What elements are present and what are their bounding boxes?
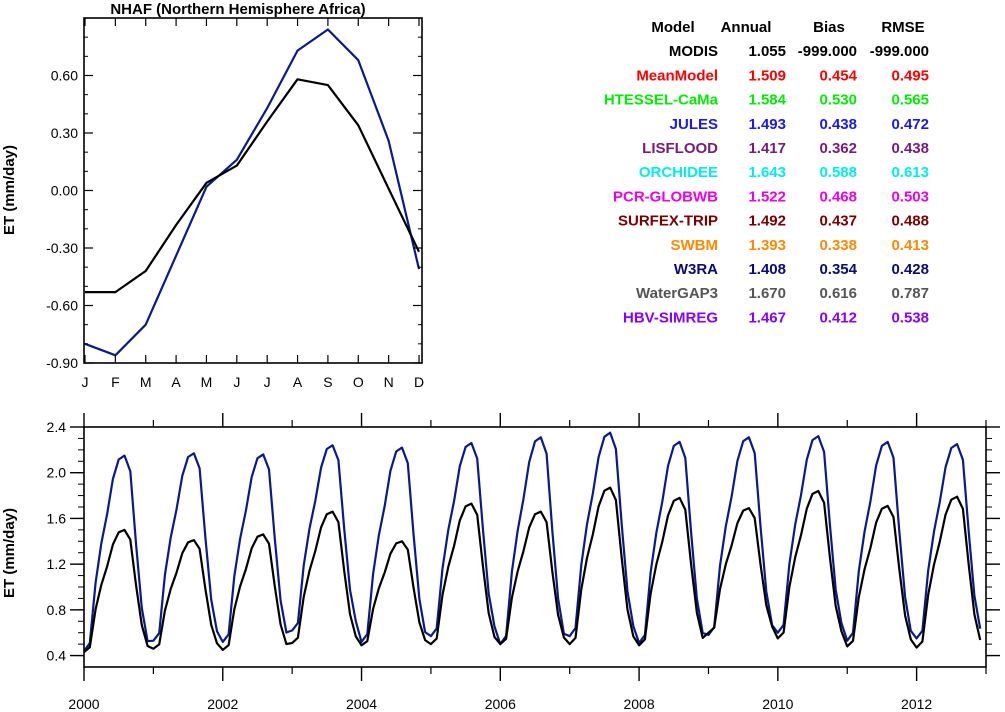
bottom-x-tick-label: 2010 [762, 696, 793, 712]
top-plot-frame [83, 17, 423, 364]
table-model-name: PCR-GLOBWB [613, 188, 718, 205]
table-model-name: SWBM [671, 237, 719, 254]
table-value-cell: 1.492 [748, 213, 786, 230]
bottom-y-tick-label: 0.4 [47, 648, 67, 664]
top-y-tick-label: -0.90 [46, 355, 78, 371]
bottom-x-tick-label: 2000 [68, 696, 99, 712]
table-value-cell: 1.467 [748, 309, 786, 326]
table-value-cell: 1.643 [748, 164, 786, 181]
top-x-tick-label: D [414, 374, 424, 390]
top-x-tick-label: O [353, 374, 364, 390]
table-model-name: JULES [670, 116, 718, 133]
table-value-cell: 0.588 [819, 164, 857, 181]
top-y-tick-label: 0.00 [51, 183, 78, 199]
table-value-cell: 0.454 [819, 67, 857, 84]
table-model-name: WaterGAP3 [636, 285, 718, 302]
bottom-y-axis-title: ET (mm/day) [1, 508, 18, 598]
bottom-y-tick-label: 0.8 [47, 602, 67, 618]
table-value-cell: 0.613 [891, 164, 929, 181]
table-value-cell: 0.413 [891, 237, 929, 254]
table-value-cell: 1.522 [748, 188, 786, 205]
bottom-y-tick-label: 2.4 [47, 419, 67, 435]
table-value-cell: 1.408 [748, 261, 786, 278]
top-y-tick-label: -0.30 [46, 240, 78, 256]
bottom-x-tick-label: 2002 [207, 696, 238, 712]
table-value-cell: 0.530 [819, 92, 857, 109]
top-x-tick-label: M [140, 374, 152, 390]
table-value-cell: 0.468 [819, 188, 857, 205]
table-header-cell: Model [651, 19, 694, 36]
table-model-name: HTESSEL-CaMa [604, 92, 719, 109]
table-value-cell: 0.438 [819, 116, 857, 133]
table-value-cell: -999.000 [798, 43, 857, 60]
table-value-cell: 1.417 [748, 140, 786, 157]
table-value-cell: 1.393 [748, 237, 786, 254]
table-value-cell: 0.503 [891, 188, 929, 205]
table-value-cell: 0.354 [819, 261, 857, 278]
top-y-tick-label: 0.30 [51, 125, 78, 141]
table-value-cell: 0.488 [891, 213, 929, 230]
table-model-name: SURFEX-TRIP [618, 213, 718, 230]
bottom-x-tick-label: 2012 [901, 696, 932, 712]
seasonal-cycle-chart: NHAF (Northern Hemisphere Africa) J F M A M J… [1, 1, 424, 390]
table-value-cell: 0.565 [891, 92, 929, 109]
top-x-tick-label: F [111, 374, 120, 390]
top-x-tick-label: J [233, 374, 240, 390]
table-value-cell: 1.493 [748, 116, 786, 133]
table-header-cell: Bias [813, 19, 845, 36]
top-y-tick-label: 0.60 [51, 68, 78, 84]
table-value-cell: 0.428 [891, 261, 929, 278]
table-model-name: MODIS [669, 43, 718, 60]
table-value-cell: 0.437 [819, 213, 857, 230]
table-value-cell: 0.472 [891, 116, 929, 133]
table-value-cell: 0.538 [891, 309, 929, 326]
table-value-cell: 0.412 [819, 309, 857, 326]
table-header-cell: RMSE [881, 19, 924, 36]
top-x-tick-label: N [384, 374, 394, 390]
top-y-tick-label: -0.60 [46, 298, 78, 314]
top-y-axis-title: ET (mm/day) [1, 145, 18, 235]
table-model-name: MeanModel [636, 67, 718, 84]
model-stats-table: Model Annual Bias RMSE MODIS 1.055 -999.000 -99… [604, 19, 929, 326]
table-value-cell: 0.362 [819, 140, 857, 157]
top-x-tick-label: A [171, 374, 181, 390]
table-value-cell: 1.509 [748, 67, 786, 84]
top-x-tick-label: J [82, 374, 89, 390]
monthly-timeseries-chart: 2000 2002 2004 2006 2008 2010 2012 0.4 0.8 1.2 1.6… [1, 413, 1000, 712]
table-model-name: W3RA [674, 261, 718, 278]
table-value-cell: 0.616 [819, 285, 857, 302]
bottom-series-line-blue [83, 431, 982, 652]
table-value-cell: 1.584 [748, 92, 786, 109]
table-model-name: ORCHIDEE [639, 164, 718, 181]
top-chart-title: NHAF (Northern Hemisphere Africa) [110, 1, 365, 18]
bottom-x-tick-label: 2006 [485, 696, 516, 712]
bottom-y-tick-label: 1.6 [47, 510, 67, 526]
table-value-cell: 0.438 [891, 140, 929, 157]
table-value-cell: 0.495 [891, 67, 929, 84]
top-x-tick-label: S [323, 374, 332, 390]
table-value-cell: 0.338 [819, 237, 857, 254]
top-x-tick-label: M [201, 374, 213, 390]
top-x-tick-label: J [264, 374, 271, 390]
bottom-series-line-black [83, 486, 982, 653]
bottom-plot-frame [83, 426, 987, 668]
table-value-cell: 1.670 [748, 285, 786, 302]
bottom-x-tick-label: 2004 [346, 696, 377, 712]
top-series-line-black [85, 78, 420, 294]
bottom-y-tick-label: 1.2 [47, 556, 67, 572]
table-value-cell: -999.000 [870, 43, 929, 60]
top-x-tick-label: A [293, 374, 303, 390]
table-model-name: LISFLOOD [642, 140, 718, 157]
bottom-y-tick-label: 2.0 [47, 465, 67, 481]
bottom-x-tick-label: 2008 [623, 696, 654, 712]
top-series-line-blue [84, 28, 421, 357]
table-model-name: HBV-SIMREG [623, 309, 718, 326]
table-header-cell: Annual [721, 19, 772, 36]
table-value-cell: 1.055 [748, 43, 786, 60]
table-value-cell: 0.787 [891, 285, 929, 302]
